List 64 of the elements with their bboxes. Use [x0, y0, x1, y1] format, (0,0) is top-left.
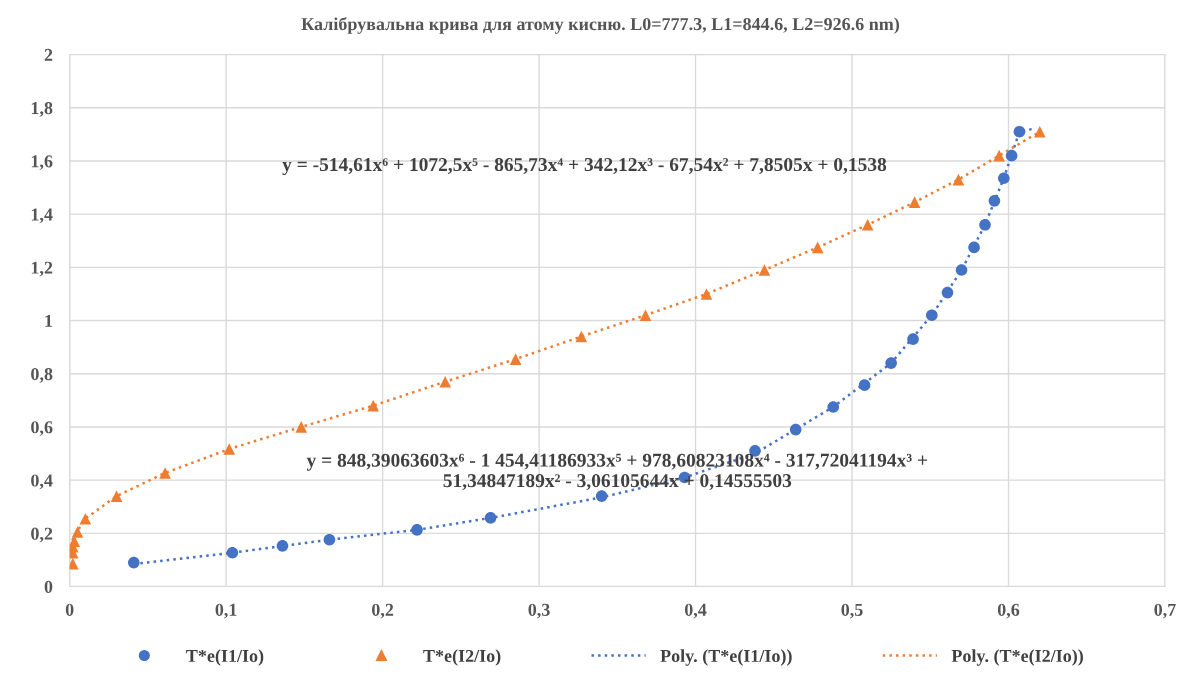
- point: [700, 288, 713, 300]
- point: [367, 399, 380, 412]
- point: [968, 241, 980, 254]
- point: [439, 375, 451, 388]
- x-tick-label: 0,5: [841, 603, 863, 619]
- chart-title: Калібрувальна крива для атому кисню. L0=777.3, L1=844.6, L2=926.6 nm): [301, 17, 900, 34]
- point: [907, 333, 919, 345]
- point: [1033, 125, 1046, 138]
- point: [979, 218, 991, 231]
- point: [858, 379, 871, 391]
- x-tick-label: 0: [65, 603, 74, 616]
- y-tick-label: 1,2: [31, 261, 53, 277]
- y-tick-label: 0,4: [31, 474, 53, 490]
- point: [575, 330, 588, 343]
- point: [885, 357, 897, 369]
- point: [484, 512, 497, 524]
- point: [926, 309, 938, 322]
- y-tick-label: 0,8: [31, 367, 53, 383]
- x-tick-label: 0,2: [372, 603, 394, 619]
- point: [955, 264, 968, 276]
- point: [827, 401, 840, 413]
- point: [159, 467, 171, 479]
- point: [1013, 125, 1026, 138]
- point: [79, 512, 92, 525]
- point: [295, 421, 308, 433]
- point: [988, 195, 1001, 207]
- point: [639, 309, 652, 322]
- point: [223, 443, 236, 455]
- annotation: y = -514,61x⁶ + 1072,5x⁵ - 865,73x⁴ + 342,12x³ - 67,54x² + 7,8505x + 0,1538: [282, 157, 887, 176]
- point: [861, 218, 874, 231]
- y-tick-label: 0: [44, 580, 53, 593]
- point: [789, 423, 802, 436]
- point: [323, 533, 336, 546]
- legend-label: Poly. (T*e(I1/Io)): [660, 649, 792, 666]
- legend-label: Poly. (T*e(I2/Io)): [951, 649, 1083, 666]
- x-tick-label: 0,1: [215, 603, 237, 619]
- y-tick-label: 1,4: [31, 208, 53, 224]
- x-tick-label: 0,4: [684, 603, 707, 619]
- point: [509, 353, 522, 365]
- point: [941, 286, 954, 299]
- legend-label: T*e(I2/Io): [423, 649, 501, 666]
- x-tick-label: 0,6: [997, 603, 1020, 619]
- point: [411, 524, 423, 536]
- point: [128, 556, 140, 569]
- y-tick-label: 1,6: [31, 155, 53, 171]
- point: [908, 196, 921, 208]
- x-tick-label: 0,7: [1154, 603, 1176, 619]
- point: [811, 241, 824, 254]
- point: [276, 540, 289, 552]
- point: [1005, 149, 1018, 162]
- point: [952, 173, 965, 186]
- y-tick-label: 0,2: [31, 527, 53, 543]
- y-tick-label: 2: [44, 48, 53, 61]
- point: [110, 490, 123, 502]
- legend-label: T*e(I1/Io): [186, 649, 264, 666]
- point: [71, 526, 84, 538]
- y-tick-label: 1,8: [31, 102, 53, 117]
- y-tick-label: 0,6: [31, 421, 53, 436]
- y-tick-label: 1: [45, 314, 53, 327]
- point: [226, 546, 239, 559]
- point: [758, 264, 771, 276]
- x-tick-label: 0,3: [528, 603, 550, 619]
- point: [997, 172, 1010, 185]
- point: [595, 490, 608, 502]
